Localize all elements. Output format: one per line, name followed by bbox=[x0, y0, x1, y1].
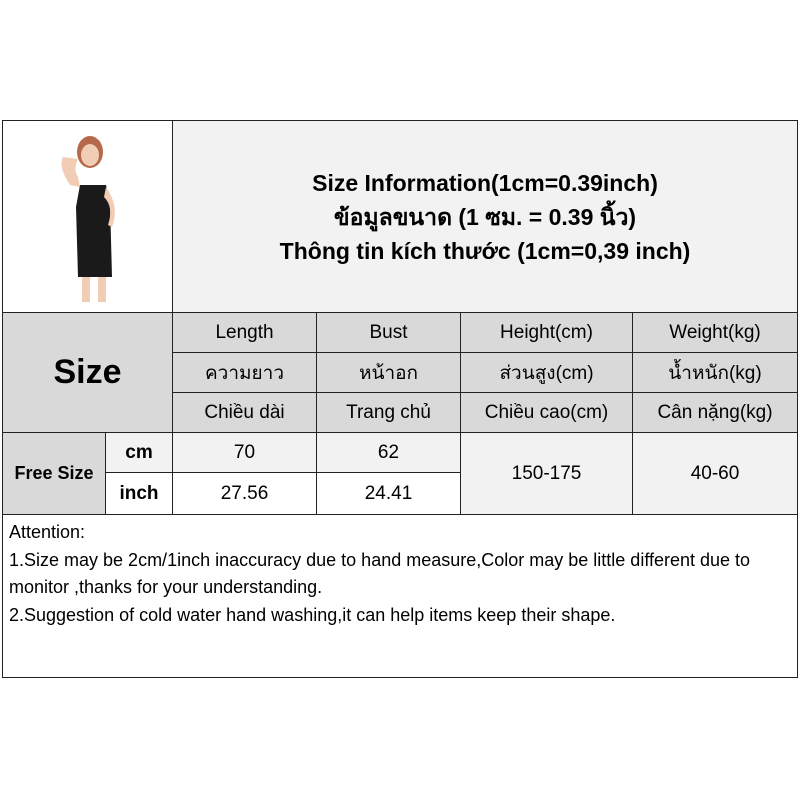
col-height-en: Height(cm) bbox=[460, 312, 633, 353]
col-bust-vi: Trang chủ bbox=[316, 392, 461, 433]
unit-cm: cm bbox=[105, 432, 173, 473]
attention-notes: Attention: 1.Size may be 2cm/1inch inacc… bbox=[2, 514, 798, 678]
weight-range: 40-60 bbox=[632, 432, 798, 515]
col-weight-en: Weight(kg) bbox=[632, 312, 798, 353]
model-photo bbox=[61, 135, 115, 302]
length-cm: 70 bbox=[172, 432, 317, 473]
title-en: Size Information(1cm=0.39inch) bbox=[312, 169, 658, 196]
col-height-th: ส่วนสูง(cm) bbox=[460, 352, 633, 393]
col-weight-vi: Cân nặng(kg) bbox=[632, 392, 798, 433]
col-bust-th: หน้าอก bbox=[316, 352, 461, 393]
attention-note-2: 2.Suggestion of cold water hand washing,… bbox=[9, 604, 616, 625]
title-th: ข้อมูลขนาด (1 ซม. = 0.39 นิ้ว) bbox=[333, 203, 637, 230]
attention-note-1: 1.Size may be 2cm/1inch inaccuracy due t… bbox=[9, 549, 751, 598]
size-header: Size bbox=[2, 312, 173, 433]
height-range: 150-175 bbox=[460, 432, 633, 515]
col-length-vi: Chiều dài bbox=[172, 392, 317, 433]
col-length-th: ความยาว bbox=[172, 352, 317, 393]
unit-inch: inch bbox=[105, 472, 173, 515]
col-length-en: Length bbox=[172, 312, 317, 353]
length-inch: 27.56 bbox=[172, 472, 317, 515]
title-vi: Thông tin kích thước (1cm=0,39 inch) bbox=[279, 237, 691, 264]
size-info-title: Size Information(1cm=0.39inch) ข้อมูลขนา… bbox=[172, 120, 798, 313]
col-height-vi: Chiều cao(cm) bbox=[460, 392, 633, 433]
product-photo-cell bbox=[2, 120, 173, 313]
bust-cm: 62 bbox=[316, 432, 461, 473]
col-weight-th: น้ำหนัก(kg) bbox=[632, 352, 798, 393]
col-bust-en: Bust bbox=[316, 312, 461, 353]
bust-inch: 24.41 bbox=[316, 472, 461, 515]
attention-heading: Attention: bbox=[9, 522, 86, 542]
free-size-label: Free Size bbox=[2, 432, 106, 515]
